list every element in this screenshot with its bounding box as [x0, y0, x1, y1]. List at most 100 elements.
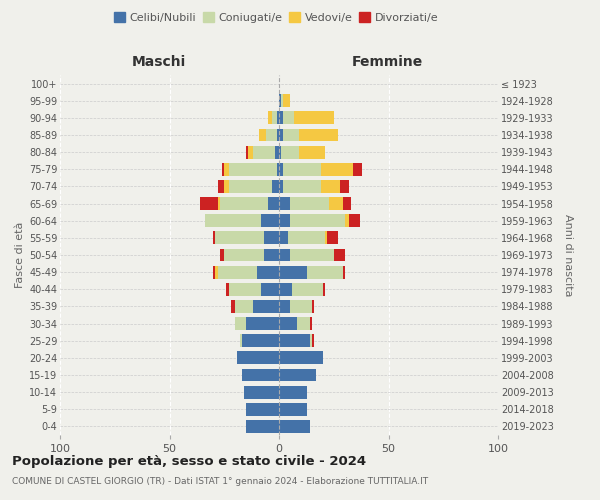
- Bar: [323, 283, 325, 296]
- Bar: [268, 197, 279, 210]
- Text: Popolazione per età, sesso e stato civile - 2024: Popolazione per età, sesso e stato civil…: [12, 455, 366, 468]
- Bar: [235, 317, 246, 330]
- Bar: [244, 386, 279, 398]
- Bar: [310, 334, 312, 347]
- Bar: [279, 266, 307, 278]
- Bar: [279, 386, 307, 398]
- Bar: [215, 232, 263, 244]
- Bar: [312, 300, 314, 313]
- Bar: [290, 197, 329, 210]
- Bar: [283, 112, 295, 124]
- Bar: [343, 266, 344, 278]
- Bar: [345, 214, 349, 227]
- Bar: [312, 334, 314, 347]
- Bar: [295, 112, 334, 124]
- Bar: [279, 94, 281, 107]
- Bar: [262, 283, 279, 296]
- Y-axis label: Fasce di età: Fasce di età: [14, 222, 25, 288]
- Bar: [242, 368, 279, 382]
- Bar: [299, 128, 338, 141]
- Bar: [246, 146, 248, 158]
- Bar: [200, 197, 218, 210]
- Bar: [246, 420, 279, 433]
- Bar: [279, 420, 310, 433]
- Bar: [222, 163, 224, 175]
- Bar: [224, 180, 229, 193]
- Bar: [290, 248, 334, 262]
- Bar: [248, 146, 253, 158]
- Bar: [257, 266, 279, 278]
- Text: Femmine: Femmine: [352, 55, 422, 69]
- Bar: [238, 352, 279, 364]
- Bar: [275, 146, 279, 158]
- Legend: Celibi/Nubili, Coniugati/e, Vedovi/e, Divorziati/e: Celibi/Nubili, Coniugati/e, Vedovi/e, Di…: [109, 8, 443, 28]
- Bar: [283, 163, 320, 175]
- Bar: [279, 248, 290, 262]
- Bar: [292, 283, 323, 296]
- Bar: [224, 163, 229, 175]
- Bar: [279, 146, 281, 158]
- Bar: [229, 163, 277, 175]
- Bar: [325, 232, 327, 244]
- Bar: [279, 232, 288, 244]
- Bar: [263, 232, 279, 244]
- Bar: [320, 180, 340, 193]
- Bar: [220, 197, 268, 210]
- Bar: [279, 112, 283, 124]
- Bar: [272, 180, 279, 193]
- Bar: [218, 180, 224, 193]
- Y-axis label: Anni di nascita: Anni di nascita: [563, 214, 573, 296]
- Bar: [279, 352, 323, 364]
- Bar: [340, 180, 349, 193]
- Bar: [327, 232, 338, 244]
- Bar: [229, 180, 272, 193]
- Bar: [272, 112, 277, 124]
- Bar: [268, 112, 272, 124]
- Text: Maschi: Maschi: [132, 55, 186, 69]
- Bar: [310, 317, 312, 330]
- Bar: [215, 266, 218, 278]
- Bar: [253, 146, 275, 158]
- Text: COMUNE DI CASTEL GIORGIO (TR) - Dati ISTAT 1° gennaio 2024 - Elaborazione TUTTIT: COMUNE DI CASTEL GIORGIO (TR) - Dati IST…: [12, 478, 428, 486]
- Bar: [277, 128, 279, 141]
- Bar: [259, 128, 266, 141]
- Bar: [353, 163, 362, 175]
- Bar: [279, 317, 296, 330]
- Bar: [226, 283, 229, 296]
- Bar: [279, 197, 290, 210]
- Bar: [214, 266, 215, 278]
- Bar: [277, 163, 279, 175]
- Bar: [279, 128, 283, 141]
- Bar: [307, 266, 343, 278]
- Bar: [279, 300, 290, 313]
- Bar: [266, 128, 277, 141]
- Bar: [220, 248, 224, 262]
- Bar: [279, 214, 290, 227]
- Bar: [283, 180, 320, 193]
- Bar: [290, 214, 344, 227]
- Bar: [283, 94, 290, 107]
- Bar: [224, 248, 263, 262]
- Bar: [329, 197, 343, 210]
- Bar: [214, 232, 215, 244]
- Bar: [283, 128, 299, 141]
- Bar: [242, 334, 279, 347]
- Bar: [281, 94, 283, 107]
- Bar: [290, 300, 312, 313]
- Bar: [279, 163, 283, 175]
- Bar: [296, 317, 310, 330]
- Bar: [299, 146, 325, 158]
- Bar: [281, 146, 299, 158]
- Bar: [279, 180, 283, 193]
- Bar: [239, 334, 242, 347]
- Bar: [277, 112, 279, 124]
- Bar: [262, 214, 279, 227]
- Bar: [279, 334, 310, 347]
- Bar: [246, 317, 279, 330]
- Bar: [288, 232, 325, 244]
- Bar: [218, 197, 220, 210]
- Bar: [231, 300, 235, 313]
- Bar: [253, 300, 279, 313]
- Bar: [343, 197, 351, 210]
- Bar: [263, 248, 279, 262]
